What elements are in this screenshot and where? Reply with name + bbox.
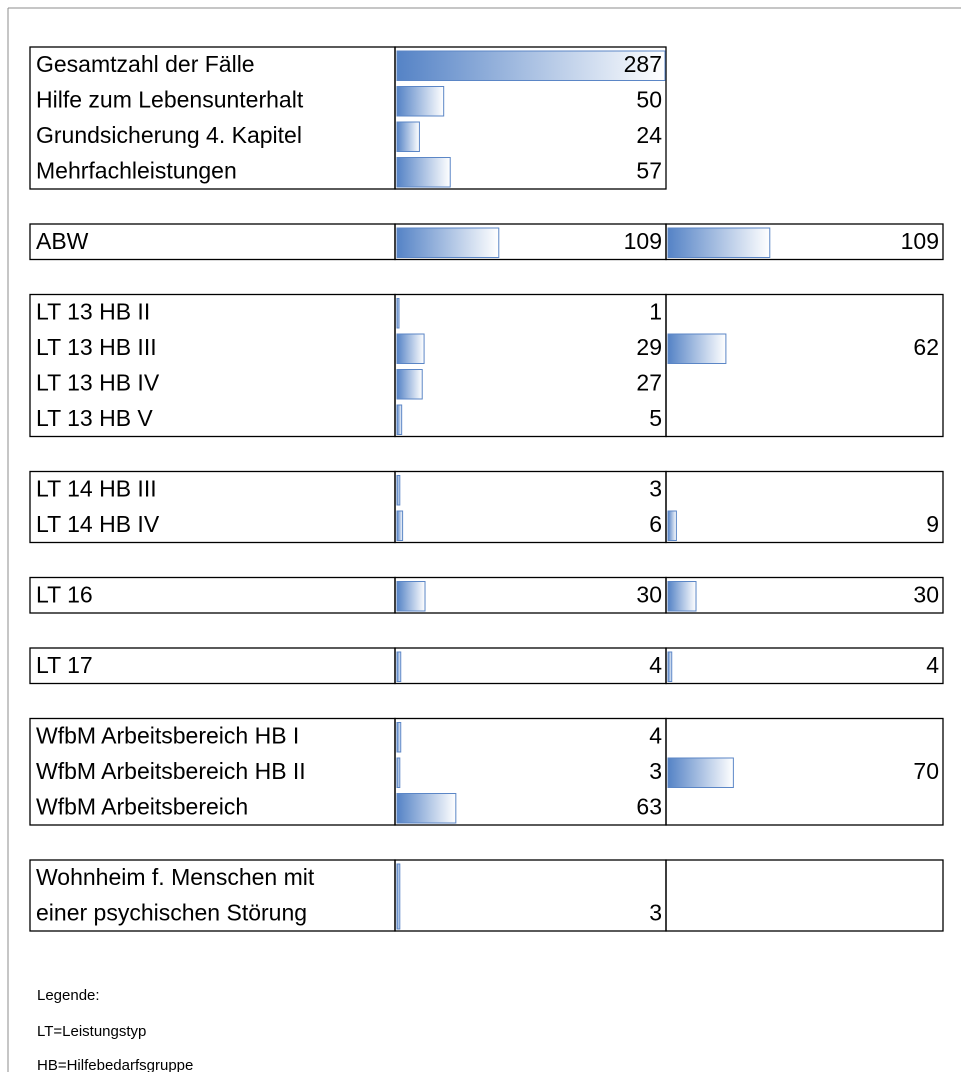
total-box: [665, 717, 944, 826]
data-bar: [396, 793, 457, 824]
data-bar: [396, 298, 400, 329]
data-bar: [667, 510, 677, 541]
row-label: WfbM Arbeitsbereich HB II: [36, 758, 306, 784]
data-bar: [396, 651, 402, 682]
row-value: 4: [649, 722, 662, 748]
row-label: ABW: [36, 228, 89, 254]
data-bar: [667, 651, 673, 682]
row-value: 6: [649, 511, 662, 537]
data-bar: [667, 581, 697, 612]
total-box: [665, 470, 944, 544]
row-value: 57: [636, 157, 662, 183]
group-total: 70: [913, 758, 939, 784]
legend-text: HB=Hilfebedarfsgruppe: [37, 1057, 193, 1072]
row-value: 50: [636, 86, 662, 112]
row-label: Grundsicherung 4. Kapitel: [36, 122, 302, 148]
data-bar: [396, 86, 445, 117]
group-total: 30: [913, 581, 939, 607]
total-box: [665, 576, 944, 614]
row-value: 5: [649, 405, 662, 431]
value-box: [394, 46, 667, 190]
row-label: Wohnheim f. Menschen mit: [36, 864, 315, 890]
row-label: LT 13 HB V: [36, 405, 153, 431]
legend-text: LT=Leistungstyp: [37, 1023, 146, 1040]
total-box: [665, 647, 944, 685]
total-box: [665, 293, 944, 438]
data-bar: [396, 227, 500, 258]
row-value: 3: [649, 758, 662, 784]
total-box: [665, 859, 944, 932]
row-value: 63: [636, 793, 662, 819]
row-value: 287: [624, 51, 662, 77]
data-bar: [396, 157, 451, 188]
value-box: [394, 293, 667, 438]
data-bar: [396, 475, 401, 506]
data-bar: [396, 404, 403, 435]
total-box: [665, 223, 944, 261]
row-label: LT 16: [36, 581, 93, 607]
row-label: Mehrfachleistungen: [36, 157, 237, 183]
row-value: 27: [636, 369, 662, 395]
row-value: 109: [624, 228, 662, 254]
row-label: LT 14 HB IV: [36, 511, 160, 537]
group-total: 9: [926, 511, 939, 537]
row-value: 1: [649, 298, 662, 324]
data-bar: [396, 722, 402, 753]
value-box: [394, 647, 667, 685]
value-box: [394, 859, 667, 932]
group-total: 4: [926, 652, 939, 678]
row-label: WfbM Arbeitsbereich HB I: [36, 722, 299, 748]
data-bar: [396, 757, 401, 788]
row-value: 4: [649, 652, 662, 678]
row-label: LT 14 HB III: [36, 475, 157, 501]
row-label: LT 17: [36, 652, 93, 678]
value-box: [394, 576, 667, 614]
row-value: 30: [636, 581, 662, 607]
data-bar: [396, 121, 420, 152]
data-bar: [396, 581, 426, 612]
row-value: 29: [636, 334, 662, 360]
data-bar: [396, 369, 423, 400]
data-bar: [667, 757, 734, 788]
row-label: einer psychischen Störung: [36, 899, 307, 925]
data-bar: [396, 863, 401, 930]
row-value: 3: [649, 475, 662, 501]
data-bar: [667, 227, 771, 258]
row-value: 3: [649, 899, 662, 925]
row-label: LT 13 HB II: [36, 298, 150, 324]
row-label: LT 13 HB III: [36, 334, 157, 360]
data-bar: [396, 510, 404, 541]
row-label: Hilfe zum Lebensunterhalt: [36, 86, 304, 112]
data-bar: [396, 333, 425, 364]
group-total: 109: [901, 228, 939, 254]
row-label: Gesamtzahl der Fälle: [36, 51, 255, 77]
data-bar: [667, 333, 727, 364]
value-box: [394, 470, 667, 544]
group-total: 62: [913, 334, 939, 360]
row-value: 24: [636, 122, 662, 148]
row-label: LT 13 HB IV: [36, 369, 160, 395]
data-bar: [396, 50, 666, 81]
legend-text: Legende:: [37, 987, 100, 1004]
row-label: WfbM Arbeitsbereich: [36, 793, 248, 819]
